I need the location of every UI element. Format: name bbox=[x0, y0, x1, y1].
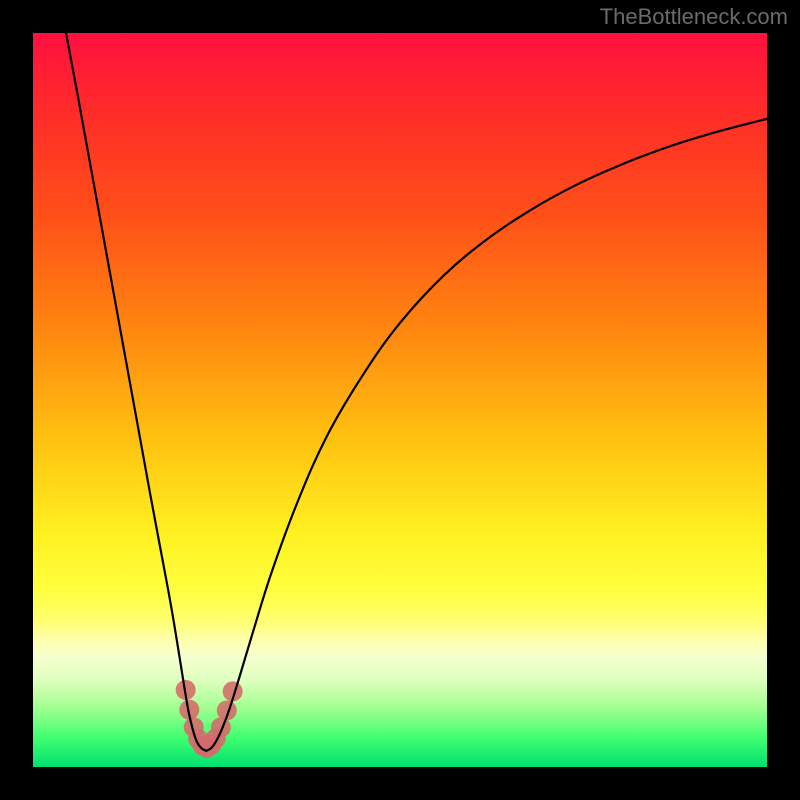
bottleneck-plot bbox=[0, 0, 800, 800]
watermark-text: TheBottleneck.com bbox=[600, 4, 788, 30]
plot-background-gradient bbox=[33, 33, 767, 767]
stage: TheBottleneck.com bbox=[0, 0, 800, 800]
